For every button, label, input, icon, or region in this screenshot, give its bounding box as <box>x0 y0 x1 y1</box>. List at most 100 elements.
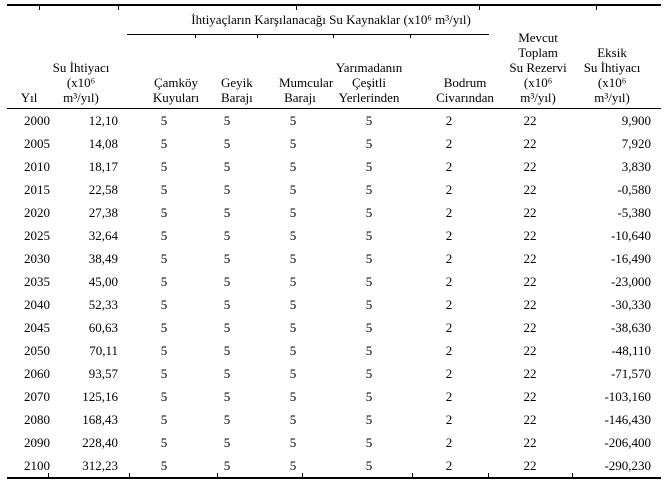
cell-yarimada: 5 <box>365 227 373 243</box>
col-header-camkoy: Çamköy Kuyuları <box>125 42 203 109</box>
cell-yarimada: 5 <box>365 273 373 289</box>
cell-mumcular: 5 <box>289 204 297 220</box>
cell-yil: 2005 <box>24 135 50 151</box>
cell-bodrum: 2 <box>445 227 453 243</box>
cell-eksik-ihtiyac: 7,920 <box>621 135 652 151</box>
cell-geyik: 5 <box>223 342 231 358</box>
cell-yil: 2020 <box>24 204 50 220</box>
cell-geyik: 5 <box>223 365 231 381</box>
cell-yil: 2050 <box>24 342 50 358</box>
cell-yil: 2045 <box>24 319 50 335</box>
cell-yil: 2100 <box>24 457 50 473</box>
cell-camkoy: 5 <box>160 342 168 358</box>
cell-geyik: 5 <box>223 204 231 220</box>
cell-camkoy: 5 <box>160 181 168 197</box>
column-boundary-tick <box>296 6 297 10</box>
table-row: 2050 70,11 5 5 5 5 2 22 -48,110 <box>7 339 661 362</box>
cell-yil: 2030 <box>24 250 50 266</box>
cell-eksik-ihtiyac: -71,570 <box>610 365 652 381</box>
cell-yarimada: 5 <box>365 250 373 266</box>
cell-bodrum: 2 <box>445 457 453 473</box>
cell-yil: 2090 <box>24 434 50 450</box>
table-row: 2040 52,33 5 5 5 5 2 22 -30,330 <box>7 293 661 316</box>
cell-mevcut-rezerv: 22 <box>523 388 537 404</box>
cell-yil: 2035 <box>24 273 50 289</box>
cell-bodrum: 2 <box>445 319 453 335</box>
cell-bodrum: 2 <box>445 388 453 404</box>
cell-eksik-ihtiyac: -290,230 <box>604 457 652 473</box>
table-row: 2010 18,17 5 5 5 5 2 22 3,830 <box>7 155 661 178</box>
column-boundary-tick <box>333 35 334 38</box>
cell-eksik-ihtiyac: -146,430 <box>604 411 652 427</box>
column-boundary-tick <box>479 6 480 10</box>
cell-yil: 2025 <box>24 227 50 243</box>
cell-mevcut-rezerv: 22 <box>523 411 537 427</box>
table-row: 2060 93,57 5 5 5 5 2 22 -71,570 <box>7 362 661 385</box>
cell-mevcut-rezerv: 22 <box>523 227 537 243</box>
cell-yarimada: 5 <box>365 457 373 473</box>
cell-mevcut-rezerv: 22 <box>523 296 537 312</box>
cell-geyik: 5 <box>223 388 231 404</box>
cell-camkoy: 5 <box>160 273 168 289</box>
table-row: 2025 32,64 5 5 5 5 2 22 -10,640 <box>7 224 661 247</box>
col-header-mumcular: Mumcular Barajı <box>251 42 333 109</box>
cell-eksik-ihtiyac: -30,330 <box>610 296 652 312</box>
cell-yarimada: 5 <box>365 365 373 381</box>
column-boundary-tick <box>596 6 597 10</box>
cell-eksik-ihtiyac: -16,490 <box>610 250 652 266</box>
cell-geyik: 5 <box>223 319 231 335</box>
column-boundary-tick <box>257 35 258 38</box>
cell-yarimada: 5 <box>365 411 373 427</box>
cell-su-ihtiyaci: 27,38 <box>88 204 118 220</box>
cell-bodrum: 2 <box>445 250 453 266</box>
column-boundary-tick <box>48 473 49 477</box>
cell-su-ihtiyaci: 168,43 <box>82 411 118 427</box>
cell-mumcular: 5 <box>289 388 297 404</box>
cell-camkoy: 5 <box>160 227 168 243</box>
cell-bodrum: 2 <box>445 181 453 197</box>
table-row: 2005 14,08 5 5 5 5 2 22 7,920 <box>7 132 661 155</box>
cell-bodrum: 2 <box>445 135 453 151</box>
cell-eksik-ihtiyac: -23,000 <box>610 273 652 289</box>
table-row: 2080 168,43 5 5 5 5 2 22 -146,430 <box>7 408 661 431</box>
group-header-su-kaynaklar: İhtiyaçların Karşılanacağı Su Kaynaklar … <box>191 12 471 27</box>
column-boundary-tick <box>488 473 489 477</box>
cell-su-ihtiyaci: 32,64 <box>88 227 118 243</box>
cell-eksik-ihtiyac: -10,640 <box>610 227 652 243</box>
cell-yil: 2060 <box>24 365 50 381</box>
cell-eksik-ihtiyac: -103,160 <box>604 388 652 404</box>
cell-bodrum: 2 <box>445 296 453 312</box>
cell-su-ihtiyaci: 93,57 <box>88 365 118 381</box>
cell-camkoy: 5 <box>160 135 168 151</box>
cell-yil: 2000 <box>24 112 50 128</box>
cell-geyik: 5 <box>223 112 231 128</box>
cell-yil: 2015 <box>24 181 50 197</box>
column-boundary-tick <box>129 473 130 477</box>
cell-su-ihtiyaci: 18,17 <box>88 158 118 174</box>
col-header-mevcut-rezerv: Mevcut Toplam Su Rezervi (x10⁶ m³/yıl) <box>499 5 578 109</box>
cell-mevcut-rezerv: 22 <box>523 112 537 128</box>
cell-yil: 2070 <box>24 388 50 404</box>
cell-mumcular: 5 <box>289 135 297 151</box>
column-boundary-tick <box>572 473 573 477</box>
cell-bodrum: 2 <box>445 411 453 427</box>
cell-yil: 2010 <box>24 158 50 174</box>
cell-mumcular: 5 <box>289 273 297 289</box>
cell-mevcut-rezerv: 22 <box>523 250 537 266</box>
cell-yarimada: 5 <box>365 388 373 404</box>
cell-mumcular: 5 <box>289 342 297 358</box>
column-boundary-tick <box>410 35 411 38</box>
cell-camkoy: 5 <box>160 365 168 381</box>
cell-geyik: 5 <box>223 296 231 312</box>
cell-mumcular: 5 <box>289 434 297 450</box>
col-header-yil: Yıl <box>7 5 51 109</box>
table-row: 2020 27,38 5 5 5 5 2 22 -5,380 <box>7 201 661 224</box>
cell-bodrum: 2 <box>445 365 453 381</box>
column-boundary-tick <box>302 473 303 477</box>
cell-yarimada: 5 <box>365 434 373 450</box>
cell-mevcut-rezerv: 22 <box>523 457 537 473</box>
cell-mumcular: 5 <box>289 457 297 473</box>
cell-yarimada: 5 <box>365 342 373 358</box>
header-row-group: Yıl Su İhtiyacı (x10⁶ m³/yıl) İhtiyaçlar… <box>7 5 662 109</box>
cell-su-ihtiyaci: 12,10 <box>88 112 118 128</box>
